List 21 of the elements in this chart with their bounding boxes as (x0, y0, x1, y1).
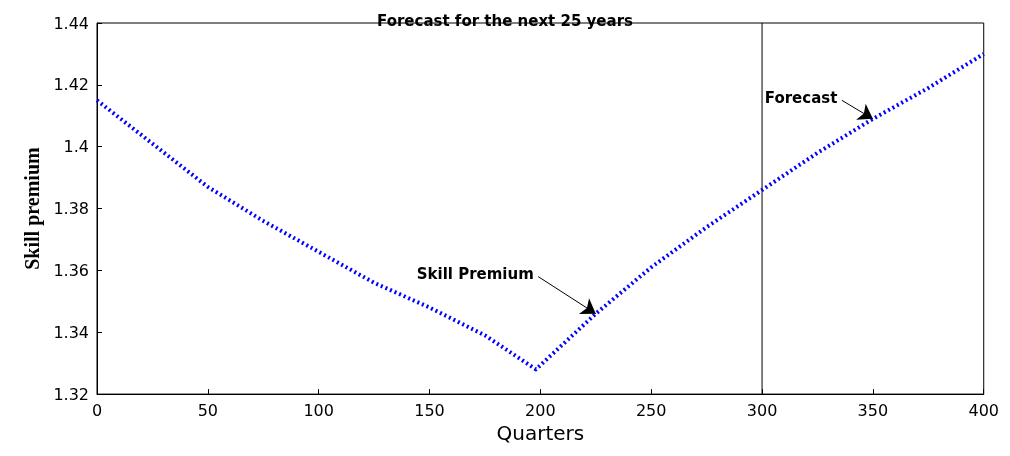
x-tick-label: 50 (197, 400, 219, 420)
y-tick-label: 1.36 (53, 260, 89, 280)
x-tick-label: 150 (414, 400, 445, 420)
x-tick-label: 250 (635, 400, 667, 420)
y-tick-label: 1.4 (63, 137, 89, 157)
x-tick-label: 350 (857, 400, 889, 420)
y-tick-label: 1.42 (53, 75, 89, 95)
annotation: Forecast (764, 89, 838, 108)
x-tick-label: 100 (303, 400, 334, 420)
annotation: Skill Premium (416, 265, 534, 284)
y-tick-label: 1.44 (53, 13, 89, 33)
x-tick-label: 200 (525, 400, 556, 420)
y-tick-label: 1.32 (53, 384, 89, 404)
y-tick-label: 1.34 (53, 322, 89, 342)
x-tick-label: 300 (746, 400, 778, 420)
x-tick-label: 0 (91, 400, 103, 420)
x-tick-label: 400 (968, 400, 999, 420)
y-tick-label: 1.38 (53, 199, 89, 219)
y-axis-title: Skill premium (21, 147, 44, 270)
chart-title: Forecast for the next 25 years (377, 11, 634, 30)
x-axis-title: Quarters (496, 421, 585, 445)
